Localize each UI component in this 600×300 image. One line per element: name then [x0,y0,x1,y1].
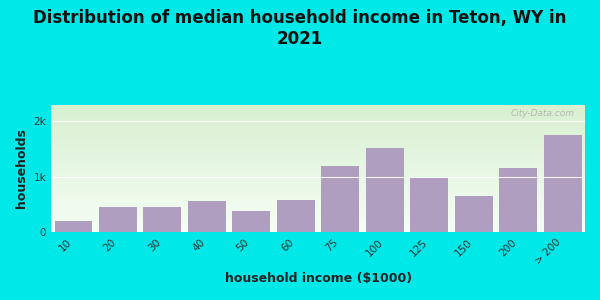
Y-axis label: households: households [15,128,28,208]
Bar [188,201,226,232]
Bar [366,148,404,232]
Bar [232,211,270,232]
Bar [499,169,537,232]
Bar [410,178,448,232]
Text: City-Data.com: City-Data.com [511,109,574,118]
Bar [544,135,581,232]
Text: Distribution of median household income in Teton, WY in
2021: Distribution of median household income … [34,9,566,48]
Bar [55,220,92,232]
X-axis label: household income ($1000): household income ($1000) [224,272,412,285]
Bar [277,200,315,232]
Bar [455,196,493,232]
Bar [143,207,181,232]
Bar [99,207,137,232]
Bar [322,166,359,232]
